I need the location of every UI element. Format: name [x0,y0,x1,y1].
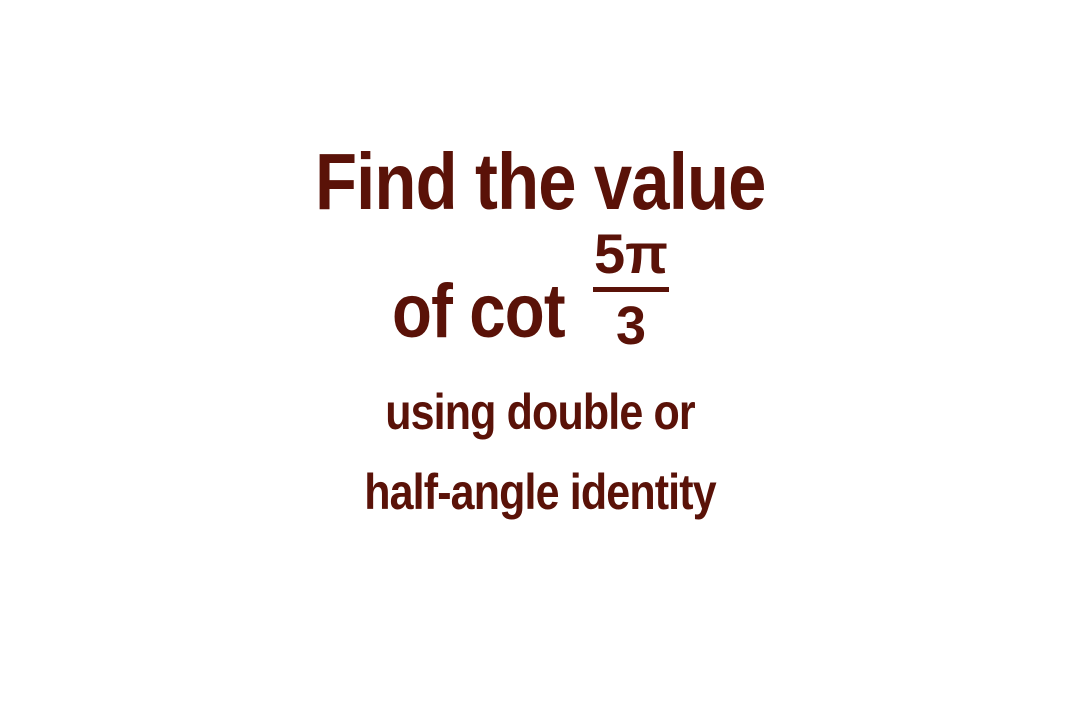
subtitle-line-2: half-angle identity [364,464,716,520]
fraction-numerator: 5π [593,222,669,285]
cot-prefix-text: of cot [392,269,566,354]
subtitle-line-1: using double or [385,384,695,440]
fraction-denominator: 3 [615,296,647,356]
heading-line-1: Find the value [315,137,766,226]
fraction-bar [593,287,669,292]
fraction: 5π 3 [593,222,669,356]
cot-expression: of cot 5π 3 [392,222,712,356]
